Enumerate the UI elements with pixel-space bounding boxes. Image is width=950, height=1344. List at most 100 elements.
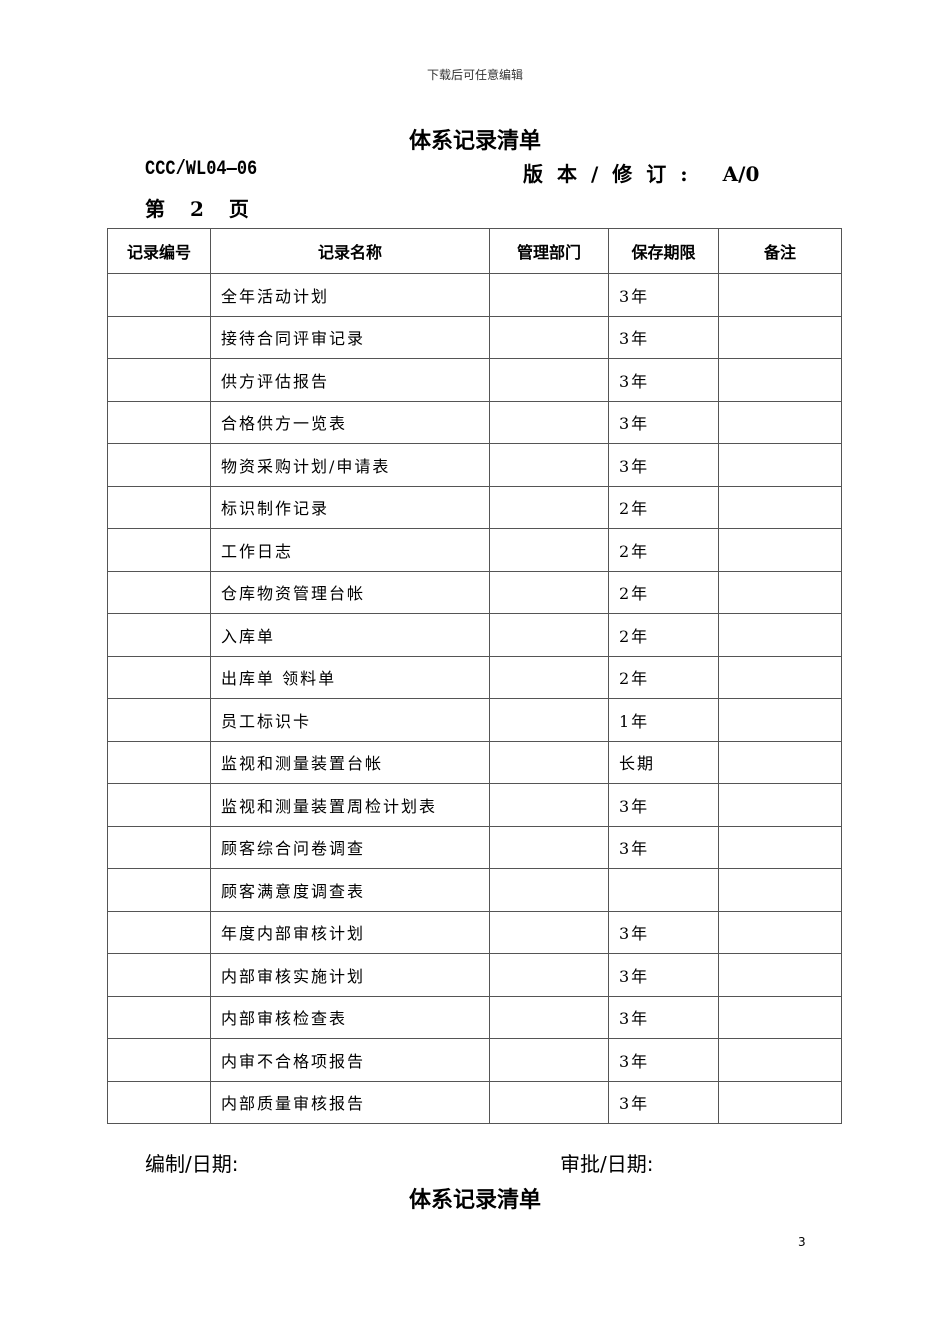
record-name-cell: 内部审核实施计划 [210, 953, 490, 997]
table-row: 顾客综合问卷调查 3年 [107, 825, 842, 869]
table-row: 出库单 领料单 2年 [107, 655, 842, 699]
column-header: 保存期限 [608, 228, 719, 274]
table-row: 监视和测量装置周检计划表 3年 [107, 783, 842, 827]
version-info: 版本/修订: A/0 [523, 158, 808, 187]
department-cell [489, 358, 609, 402]
record-number-cell [107, 485, 211, 529]
department-cell [489, 995, 609, 1039]
table-row: 监视和测量装置台帐 长期 [107, 740, 842, 784]
record-name-cell: 内审不合格项报告 [210, 1038, 490, 1082]
table-row: 物资采购计划/申请表 3年 [107, 443, 842, 487]
table-row: 年度内部审核计划 3年 [107, 910, 842, 954]
department-cell [489, 1080, 609, 1124]
department-cell [489, 273, 609, 317]
record-number-cell [107, 783, 211, 827]
remarks-cell [718, 825, 842, 869]
retention-period-cell: 长期 [608, 740, 719, 784]
document-title: 体系记录清单 [408, 129, 541, 154]
remarks-cell [718, 570, 842, 614]
record-name-cell: 出库单 领料单 [210, 655, 490, 699]
record-name-cell: 监视和测量装置周检计划表 [210, 783, 490, 827]
record-name-cell: 全年活动计划 [210, 273, 490, 317]
retention-period-cell: 3年 [608, 783, 719, 827]
remarks-cell [718, 528, 842, 572]
table-row: 仓库物资管理台帐 2年 [107, 570, 842, 614]
page-label: 第 2 页 [145, 197, 249, 221]
remarks-cell [718, 910, 842, 954]
table-row: 内部审核实施计划 3年 [107, 953, 842, 997]
department-cell [489, 868, 609, 912]
record-name-cell: 顾客满意度调查表 [210, 868, 490, 912]
remarks-cell [718, 868, 842, 912]
record-name-cell: 标识制作记录 [210, 485, 490, 529]
department-cell [489, 528, 609, 572]
retention-period-cell: 3年 [608, 825, 719, 869]
retention-period-cell [608, 868, 719, 912]
department-cell [489, 825, 609, 869]
remarks-cell [718, 485, 842, 529]
retention-period-cell: 2年 [608, 613, 719, 657]
record-name-cell: 仓库物资管理台帐 [210, 570, 490, 614]
department-cell [489, 613, 609, 657]
record-name-cell: 监视和测量装置台帐 [210, 740, 490, 784]
approved-date-label: 审批/日期: [560, 1152, 654, 1176]
department-cell [489, 740, 609, 784]
department-cell [489, 443, 609, 487]
record-number-cell [107, 273, 211, 317]
department-cell [489, 570, 609, 614]
record-name-cell: 顾客综合问卷调查 [210, 825, 490, 869]
retention-period-cell: 3年 [608, 315, 719, 359]
remarks-cell [718, 995, 842, 1039]
watermark-text: 下载后可任意编辑 [426, 68, 523, 82]
remarks-cell [718, 740, 842, 784]
table-row: 合格供方一览表 3年 [107, 400, 842, 444]
records-table: 记录编号 记录名称 管理部门 保存期限 备注 全年活动计划 3年 接待合同评审记录 3年 供方评… [107, 228, 842, 1124]
document-title-repeat: 体系记录清单 [408, 1188, 541, 1213]
table-row: 全年活动计划 3年 [107, 273, 842, 317]
retention-period-cell: 3年 [608, 273, 719, 317]
column-header: 记录名称 [210, 228, 490, 274]
record-name-cell: 年度内部审核计划 [210, 910, 490, 954]
table-row: 标识制作记录 2年 [107, 485, 842, 529]
record-number-cell [107, 655, 211, 699]
table-row: 工作日志 2年 [107, 528, 842, 572]
retention-period-cell: 3年 [608, 358, 719, 402]
department-cell [489, 953, 609, 997]
version-value: A/0 [722, 162, 760, 186]
table-row: 入库单 2年 [107, 613, 842, 657]
table-row: 接待合同评审记录 3年 [107, 315, 842, 359]
remarks-cell [718, 443, 842, 487]
record-number-cell [107, 570, 211, 614]
record-name-cell: 合格供方一览表 [210, 400, 490, 444]
department-cell [489, 1038, 609, 1082]
record-name-cell: 物资采购计划/申请表 [210, 443, 490, 487]
record-number-cell [107, 910, 211, 954]
record-name-cell: 内部审核检查表 [210, 995, 490, 1039]
department-cell [489, 910, 609, 954]
record-number-cell [107, 995, 211, 1039]
department-cell [489, 485, 609, 529]
record-name-cell: 接待合同评审记录 [210, 315, 490, 359]
column-header: 备注 [718, 228, 842, 274]
version-label: 版本/修订: [523, 162, 702, 186]
record-number-cell [107, 315, 211, 359]
remarks-cell [718, 698, 842, 742]
table-row: 供方评估报告 3年 [107, 358, 842, 402]
record-name-cell: 内部质量审核报告 [210, 1080, 490, 1124]
retention-period-cell: 3年 [608, 995, 719, 1039]
retention-period-cell: 1年 [608, 698, 719, 742]
remarks-cell [718, 1038, 842, 1082]
record-number-cell [107, 528, 211, 572]
table-row: 内部质量审核报告 3年 [107, 1080, 842, 1124]
department-cell [489, 698, 609, 742]
remarks-cell [718, 953, 842, 997]
retention-period-cell: 3年 [608, 1038, 719, 1082]
remarks-cell [718, 1080, 842, 1124]
document-number: CCC/WL04—06 [145, 158, 258, 181]
page-number: 3 [798, 1235, 806, 1249]
department-cell [489, 315, 609, 359]
retention-period-cell: 2年 [608, 485, 719, 529]
table-row: 员工标识卡 1年 [107, 698, 842, 742]
record-number-cell [107, 613, 211, 657]
remarks-cell [718, 315, 842, 359]
